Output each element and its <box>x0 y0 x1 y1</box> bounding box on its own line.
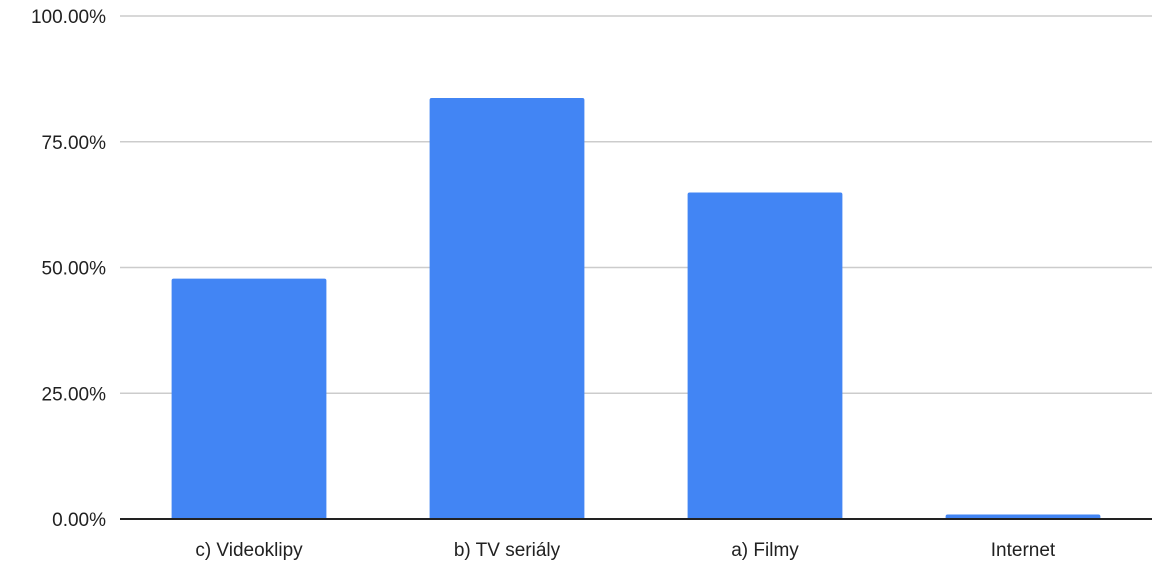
bars <box>171 97 1101 520</box>
bar <box>171 278 327 519</box>
gridlines <box>120 15 1152 394</box>
x-tick-label: b) TV seriály <box>454 540 561 561</box>
y-tick-label: 75.00% <box>42 133 107 154</box>
x-tick-label: c) Videoklipy <box>195 540 303 561</box>
labels: 0.00% 25.00% 50.00% 75.00% 100.00% c) Videokl… <box>31 7 1056 561</box>
y-tick-label: 50.00% <box>42 259 107 280</box>
y-tick-label: 0.00% <box>52 510 106 531</box>
y-tick-label: 100.00% <box>31 7 106 28</box>
bar <box>429 97 585 519</box>
x-tick-label: a) Filmy <box>731 540 799 561</box>
y-tick-label: 25.00% <box>42 384 107 405</box>
x-tick-label: Internet <box>991 540 1056 561</box>
bar <box>945 514 1101 519</box>
bar <box>687 192 843 520</box>
